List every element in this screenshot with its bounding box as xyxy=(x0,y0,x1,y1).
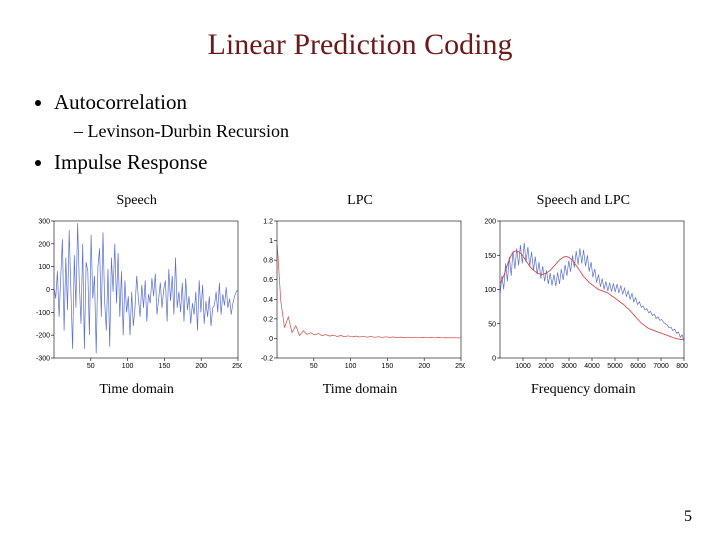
svg-text:150: 150 xyxy=(485,253,497,260)
chart-col-1: LPC -0.200.20.40.60.811.250100150200250 … xyxy=(253,193,466,398)
chart-bottom-label: Time domain xyxy=(99,382,174,398)
svg-text:200: 200 xyxy=(38,241,50,248)
svg-text:0.2: 0.2 xyxy=(263,316,273,323)
svg-text:300: 300 xyxy=(38,219,50,226)
charts-row: Speech -300-200-100010020030050100150200… xyxy=(30,193,690,398)
chart-top-label: Speech and LPC xyxy=(537,193,630,209)
svg-text:6000: 6000 xyxy=(631,363,647,370)
chart-speech-time: -300 -200 -100 0 100 200 300 50 100 150 200 250 xyxy=(32,217,242,372)
svg-text:-200: -200 xyxy=(36,333,50,340)
sub-bullet-list: Levinson-Durbin Recursion xyxy=(74,121,690,142)
svg-text:200: 200 xyxy=(418,363,430,370)
svg-text:4000: 4000 xyxy=(585,363,601,370)
svg-text:200: 200 xyxy=(485,219,497,226)
chart-col-0: Speech -300 -200 -100 0 100 200 300 50 100 150 200… xyxy=(30,193,243,398)
chart-speech-lpc-freq: 0 50 100 150 200 1000 2000 3000 4000 5000 6000 7000… xyxy=(478,217,688,372)
svg-text:50: 50 xyxy=(87,363,95,370)
bullet-impulse: Impulse Response xyxy=(54,150,690,175)
svg-text:-300: -300 xyxy=(36,356,50,363)
page-number: 5 xyxy=(684,508,692,526)
bullet-autocorrelation: Autocorrelation Levinson-Durbin Recursio… xyxy=(54,90,690,142)
svg-text:100: 100 xyxy=(121,363,133,370)
svg-text:1.2: 1.2 xyxy=(263,219,273,226)
svg-text:50: 50 xyxy=(310,363,318,370)
svg-text:250: 250 xyxy=(232,363,242,370)
svg-text:0: 0 xyxy=(46,287,50,294)
slide-title: Linear Prediction Coding xyxy=(30,28,690,62)
bullet-text: Autocorrelation xyxy=(54,90,187,114)
svg-text:0: 0 xyxy=(269,336,273,343)
chart-lpc-time: -0.2 0 0.2 0.4 0.6 0.8 1 1.2 50 100 150 200 250 xyxy=(255,217,465,372)
slide: Linear Prediction Coding Autocorrelation… xyxy=(0,0,720,540)
chart-bottom-label: Time domain xyxy=(323,382,398,398)
svg-text:1000: 1000 xyxy=(516,363,532,370)
svg-text:-100: -100 xyxy=(36,310,50,317)
chart-bottom-label: Frequency domain xyxy=(531,382,636,398)
sub-bullet-levinson: Levinson-Durbin Recursion xyxy=(74,121,690,142)
svg-text:100: 100 xyxy=(485,287,497,294)
svg-text:150: 150 xyxy=(382,363,394,370)
svg-text:0: 0 xyxy=(492,356,496,363)
svg-text:-0.2: -0.2 xyxy=(261,356,273,363)
chart-top-label: LPC xyxy=(347,193,373,209)
svg-text:1: 1 xyxy=(269,238,273,245)
svg-text:7000: 7000 xyxy=(654,363,670,370)
svg-text:150: 150 xyxy=(158,363,170,370)
svg-text:100: 100 xyxy=(345,363,357,370)
svg-text:100: 100 xyxy=(38,264,50,271)
svg-text:250: 250 xyxy=(455,363,465,370)
svg-text:3000: 3000 xyxy=(562,363,578,370)
svg-text:50: 50 xyxy=(489,321,497,328)
svg-text:8000: 8000 xyxy=(677,363,689,370)
svg-text:200: 200 xyxy=(195,363,207,370)
svg-text:0.8: 0.8 xyxy=(263,258,273,265)
svg-text:0.4: 0.4 xyxy=(263,297,273,304)
chart-top-label: Speech xyxy=(116,193,156,209)
chart-col-2: Speech and LPC 0 50 100 150 200 1000 2000 3000 4… xyxy=(477,193,690,398)
svg-text:5000: 5000 xyxy=(608,363,624,370)
bullet-list: Autocorrelation Levinson-Durbin Recursio… xyxy=(54,90,690,175)
svg-text:0.6: 0.6 xyxy=(263,277,273,284)
svg-text:2000: 2000 xyxy=(539,363,555,370)
